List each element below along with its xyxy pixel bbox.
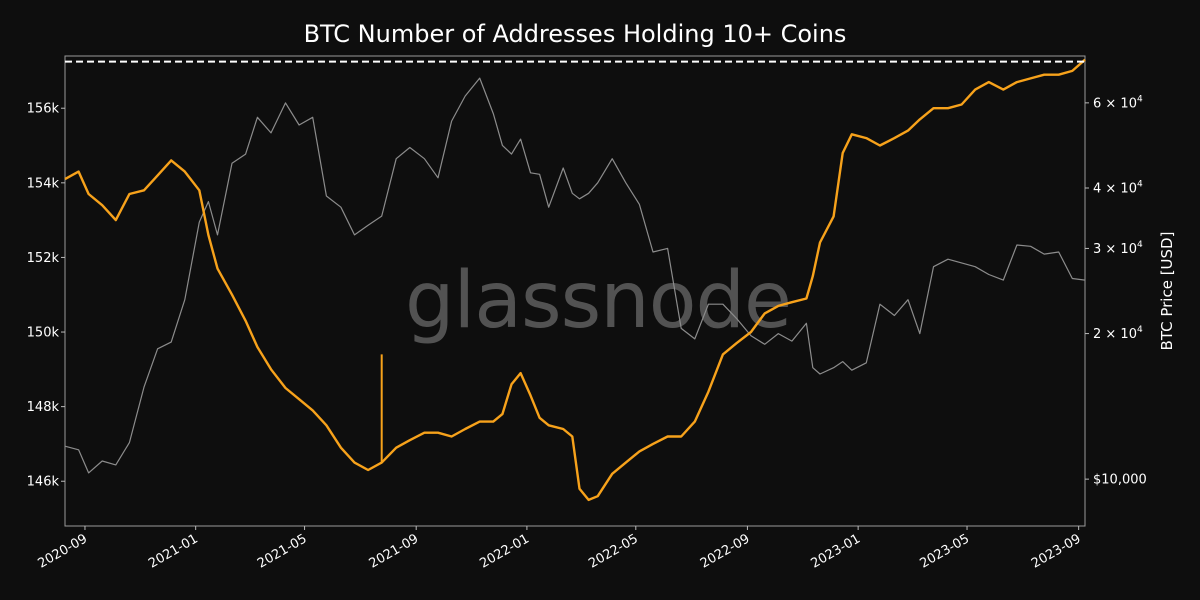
right-axis-label: BTC Price [USD] (1158, 232, 1176, 351)
price-series-layer (64, 77, 1086, 474)
plot-frame (64, 55, 1086, 527)
right-axis: $10,000 2 × 104 3 × 104 4 × 104 6 × 104 (1085, 94, 1147, 488)
right-axis-tick-label: $10,000 (1093, 473, 1147, 488)
right-axis-tick-label: 6 × 104 (1093, 94, 1143, 111)
left-axis-tick-label: 154k (27, 176, 60, 191)
addresses-series-layer (64, 58, 1086, 502)
chart-title: BTC Number of Addresses Holding 10+ Coin… (304, 20, 847, 48)
right-axis-tick-label: 3 × 104 (1093, 240, 1143, 257)
left-axis-tick-label: 156k (27, 102, 60, 117)
right-axis-tick-label: 2 × 104 (1093, 325, 1143, 342)
left-axis-tick-label: 148k (27, 400, 60, 415)
left-axis-tick-label: 152k (27, 251, 60, 266)
right-axis-tick-label: 4 × 104 (1093, 180, 1143, 197)
watermark-text: glassnode (405, 256, 791, 346)
left-axis-tick-label: 150k (27, 326, 60, 341)
left-axis-tick-label: 146k (27, 475, 60, 490)
left-axis: 146k 148k 150k 152k 154k 156k (27, 102, 65, 490)
